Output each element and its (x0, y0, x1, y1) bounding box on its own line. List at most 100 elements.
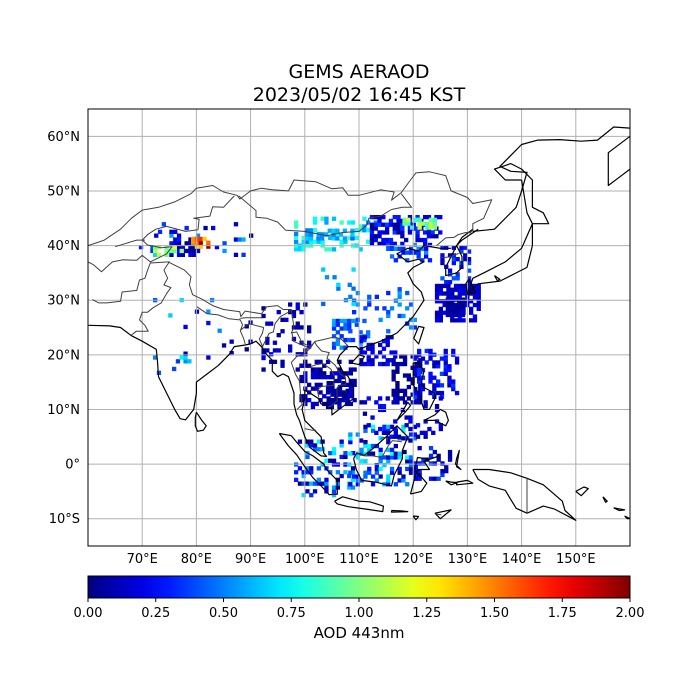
aod-pixel (381, 241, 386, 246)
aod-pixel (331, 334, 337, 339)
aod-pixel (449, 308, 454, 314)
aod-pixel (156, 370, 162, 375)
aod-pixel (447, 364, 452, 369)
aod-pixel (405, 290, 410, 296)
aod-pixel (453, 283, 459, 289)
aod-pixel (318, 371, 323, 376)
aod-pixel (409, 225, 415, 230)
aod-pixel (183, 324, 188, 330)
aod-pixel (378, 426, 383, 432)
aod-pixel (280, 363, 285, 368)
aod-pixel (395, 381, 400, 386)
aod-pixel (176, 241, 182, 246)
aod-pixel (388, 237, 394, 243)
country-border (114, 239, 145, 248)
aod-pixel (331, 493, 337, 498)
aod-pixel (359, 335, 364, 340)
aod-pixel (381, 215, 386, 220)
aod-pixel (358, 247, 363, 252)
map-gridlines (88, 109, 630, 546)
aod-pixel (438, 215, 443, 220)
aod-pixel (331, 326, 337, 331)
aod-pixel (261, 313, 266, 319)
aod-pixel (359, 438, 364, 443)
aod-pixel (421, 457, 426, 462)
aod-pixel (423, 237, 428, 243)
aod-pixel (385, 237, 390, 243)
aod-pixel (415, 237, 420, 243)
colorbar-tick-label: 1.50 (480, 606, 509, 621)
aod-pixel (476, 299, 481, 304)
aod-pixel (392, 222, 397, 227)
map-title: GEMS AERAOD (288, 61, 430, 83)
aod-pixel (406, 396, 411, 401)
aod-pixel (303, 398, 308, 403)
aod-pixel (428, 348, 433, 354)
aod-pixel (460, 297, 466, 302)
aod-pixel (367, 466, 372, 472)
aod-pixel (432, 225, 437, 230)
aod-pixel (412, 317, 417, 322)
aod-pixel (418, 400, 423, 405)
aod-pixel (339, 345, 344, 350)
aod-pixel (347, 235, 352, 240)
aod-pixel (370, 451, 376, 456)
aod-pixel (374, 306, 379, 311)
aod-pixel (305, 239, 310, 244)
aod-pixel (417, 367, 422, 373)
aod-pixel (179, 248, 184, 254)
aod-pixel (457, 283, 462, 289)
aod-pixel (417, 371, 422, 376)
aod-pixel (438, 306, 443, 311)
country-border (196, 306, 241, 321)
aod-pixel (443, 371, 448, 376)
aod-pixel (388, 222, 394, 227)
aod-pixel (461, 287, 466, 292)
aod-pixel (366, 330, 371, 335)
aod-pixel (392, 230, 397, 235)
aod-pixel (377, 234, 382, 239)
aod-pixel (389, 447, 395, 452)
aod-pixel (469, 287, 474, 292)
aod-pixel (335, 330, 340, 335)
aod-pixel (305, 470, 310, 475)
aod-pixel (400, 218, 405, 224)
aod-pixel (341, 396, 346, 401)
aod-pixel (164, 248, 169, 254)
aod-pixel (472, 302, 478, 308)
aod-pixel (436, 379, 441, 384)
aod-pixel (373, 226, 378, 231)
aod-pixel (413, 356, 418, 361)
aod-pixel (330, 400, 335, 405)
colorbar-tick-label: 0.00 (74, 606, 103, 621)
aod-pixel (449, 297, 454, 302)
aod-pixel (436, 476, 441, 481)
aod-pixel (339, 220, 344, 225)
coastline (602, 496, 608, 503)
aod-pixel (447, 253, 453, 258)
coastline (413, 325, 425, 345)
aod-pixel (307, 340, 312, 345)
aod-pixel (402, 361, 408, 367)
aod-pixel (472, 287, 478, 292)
aod-pixel (351, 301, 356, 307)
aod-pixel (335, 477, 340, 482)
aod-pixel (316, 239, 321, 244)
aod-pixel (434, 407, 440, 413)
aod-pixel (355, 432, 360, 437)
aod-pixel (377, 222, 382, 227)
aod-pixel (362, 361, 368, 367)
aod-pixel (321, 301, 326, 307)
aod-pixel (439, 390, 445, 396)
aod-pixel (188, 245, 193, 250)
coastline (423, 408, 449, 427)
aod-pixel (438, 299, 443, 304)
aod-pixel (385, 226, 390, 231)
aod-pixel (309, 481, 314, 486)
aod-pixel (395, 369, 400, 374)
aod-pixel (326, 388, 331, 393)
aod-pixel (324, 216, 329, 221)
aod-pixel (378, 404, 383, 409)
aod-pixel (442, 310, 447, 315)
aod-pixel (324, 485, 329, 490)
